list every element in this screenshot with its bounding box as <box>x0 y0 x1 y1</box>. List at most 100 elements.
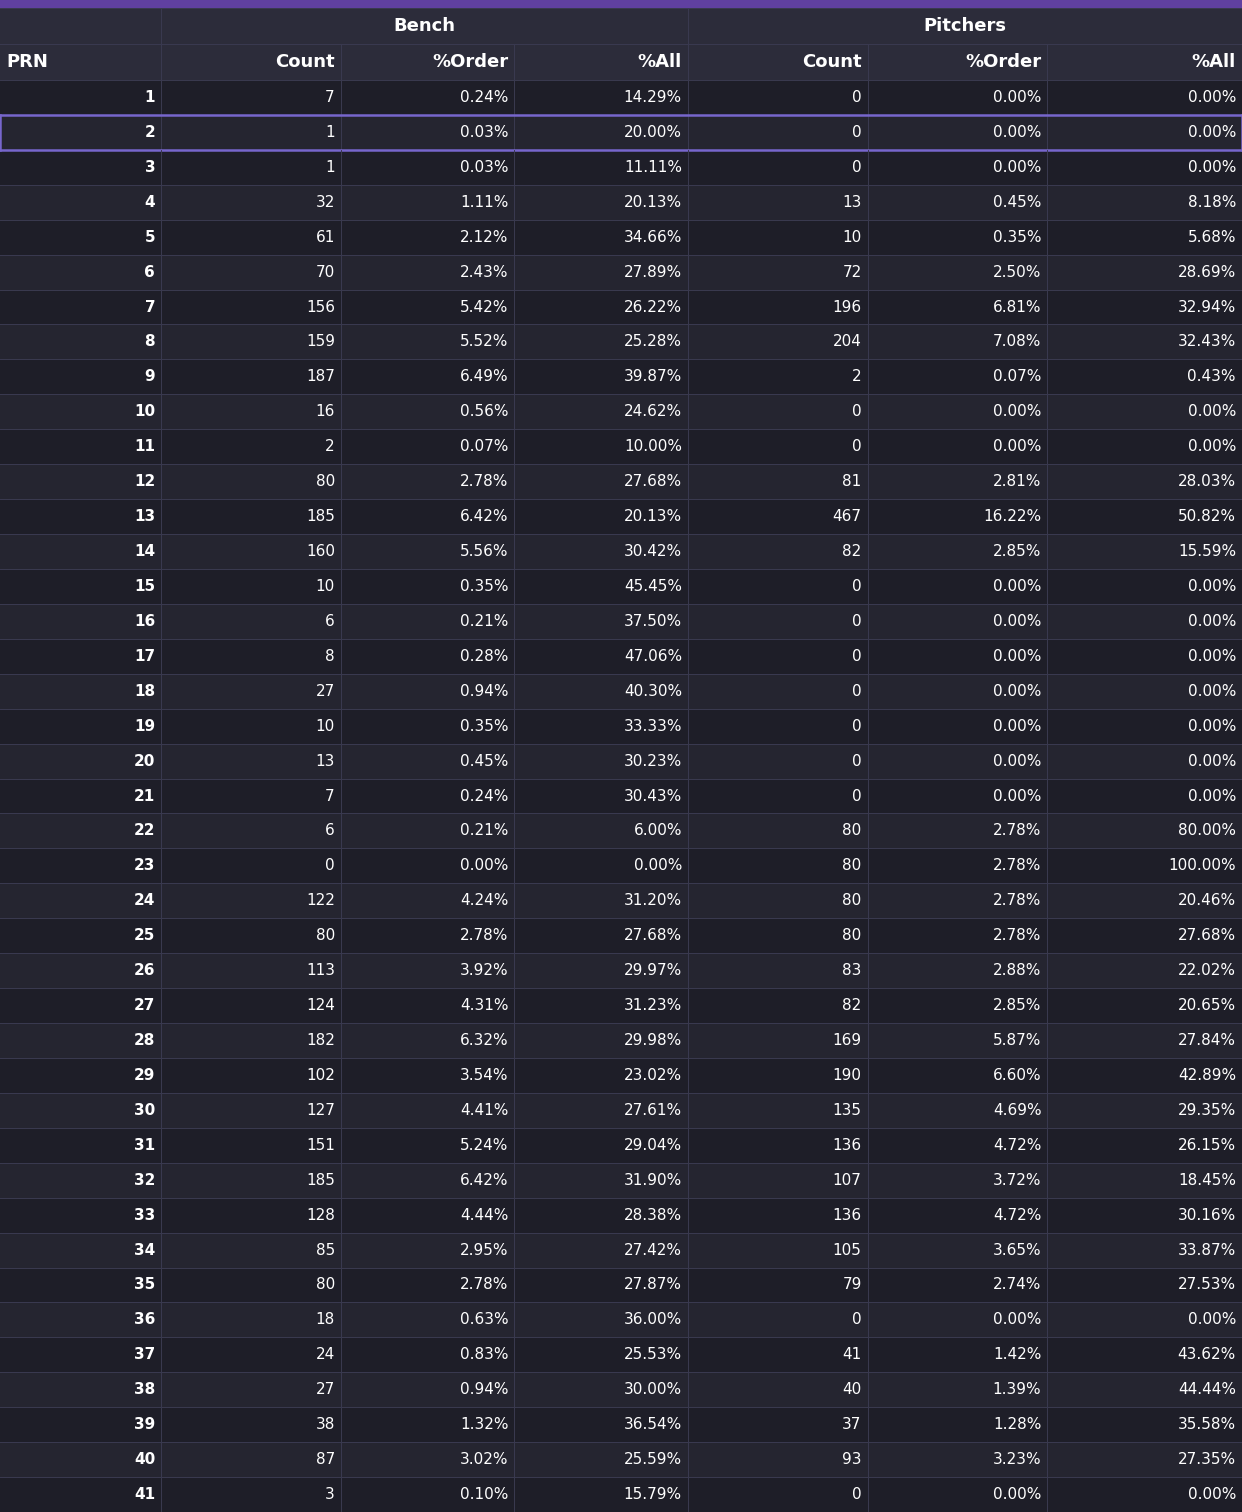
Text: 0: 0 <box>852 579 862 594</box>
Text: Bench: Bench <box>394 17 456 35</box>
Text: 4: 4 <box>144 195 155 210</box>
Text: 169: 169 <box>832 1033 862 1048</box>
Text: 0: 0 <box>852 718 862 733</box>
Text: 31: 31 <box>134 1137 155 1152</box>
Text: 25.28%: 25.28% <box>623 334 682 349</box>
Bar <box>0 813 1242 848</box>
Text: 1.28%: 1.28% <box>994 1417 1041 1432</box>
Text: 10: 10 <box>315 718 335 733</box>
Bar <box>0 779 1242 813</box>
Text: 42.89%: 42.89% <box>1177 1067 1236 1083</box>
Text: 18.45%: 18.45% <box>1177 1173 1236 1188</box>
Text: 5: 5 <box>144 230 155 245</box>
Text: 80: 80 <box>315 928 335 943</box>
Text: 136: 136 <box>832 1208 862 1223</box>
Text: 7: 7 <box>325 788 335 803</box>
Text: 0.94%: 0.94% <box>460 683 508 699</box>
Text: 5.52%: 5.52% <box>460 334 508 349</box>
Text: 29.98%: 29.98% <box>623 1033 682 1048</box>
Text: 80: 80 <box>842 894 862 909</box>
Bar <box>0 1477 1242 1512</box>
Bar <box>0 0 1242 8</box>
Text: 1.42%: 1.42% <box>994 1347 1041 1362</box>
Text: 10.00%: 10.00% <box>623 438 682 454</box>
Text: 0.00%: 0.00% <box>994 1312 1041 1328</box>
Text: 30.00%: 30.00% <box>623 1382 682 1397</box>
Text: 1: 1 <box>325 125 335 141</box>
Text: 2.78%: 2.78% <box>460 1278 508 1293</box>
Text: 11.11%: 11.11% <box>623 160 682 175</box>
Text: 0.00%: 0.00% <box>1187 1486 1236 1501</box>
Text: 3.23%: 3.23% <box>992 1452 1041 1467</box>
Text: 18: 18 <box>315 1312 335 1328</box>
Text: 7: 7 <box>325 89 335 104</box>
Text: 1.32%: 1.32% <box>460 1417 508 1432</box>
Text: 1.39%: 1.39% <box>992 1382 1041 1397</box>
Text: 26.15%: 26.15% <box>1177 1137 1236 1152</box>
Text: 6.81%: 6.81% <box>992 299 1041 314</box>
Text: 0: 0 <box>852 1312 862 1328</box>
Text: 135: 135 <box>832 1102 862 1117</box>
Text: 14: 14 <box>134 544 155 559</box>
Text: 15: 15 <box>134 579 155 594</box>
Bar <box>0 360 1242 395</box>
Text: 30.16%: 30.16% <box>1177 1208 1236 1223</box>
Bar <box>0 1198 1242 1232</box>
Text: 0: 0 <box>852 614 862 629</box>
Text: 27: 27 <box>315 1382 335 1397</box>
Text: 43.62%: 43.62% <box>1177 1347 1236 1362</box>
Text: 2.50%: 2.50% <box>994 265 1041 280</box>
Text: %All: %All <box>1192 53 1236 71</box>
Text: 82: 82 <box>842 998 862 1013</box>
Text: 27: 27 <box>134 998 155 1013</box>
Text: 16: 16 <box>315 404 335 419</box>
Text: 1.11%: 1.11% <box>460 195 508 210</box>
Text: Count: Count <box>802 53 862 71</box>
Text: 0.07%: 0.07% <box>460 438 508 454</box>
Text: 32.43%: 32.43% <box>1177 334 1236 349</box>
Bar <box>0 1024 1242 1058</box>
Text: 185: 185 <box>306 510 335 525</box>
Text: 27.53%: 27.53% <box>1177 1278 1236 1293</box>
Text: 27.68%: 27.68% <box>623 475 682 490</box>
Text: PRN: PRN <box>6 53 48 71</box>
Bar <box>0 1338 1242 1373</box>
Text: 4.72%: 4.72% <box>994 1137 1041 1152</box>
Text: 0.03%: 0.03% <box>460 160 508 175</box>
Bar <box>0 219 1242 254</box>
Text: 190: 190 <box>832 1067 862 1083</box>
Text: 0.00%: 0.00% <box>1187 579 1236 594</box>
Text: 2.85%: 2.85% <box>994 544 1041 559</box>
Text: 27.68%: 27.68% <box>623 928 682 943</box>
Text: 20.13%: 20.13% <box>623 195 682 210</box>
Text: 0.28%: 0.28% <box>460 649 508 664</box>
Text: 4.24%: 4.24% <box>460 894 508 909</box>
Text: 0.00%: 0.00% <box>994 438 1041 454</box>
Text: 0.35%: 0.35% <box>460 718 508 733</box>
Text: 80: 80 <box>842 859 862 874</box>
Text: 80: 80 <box>315 475 335 490</box>
Text: 0: 0 <box>852 788 862 803</box>
Text: 0: 0 <box>852 438 862 454</box>
Bar <box>0 534 1242 569</box>
Text: 0.00%: 0.00% <box>994 160 1041 175</box>
Text: 6.60%: 6.60% <box>992 1067 1041 1083</box>
Text: 35: 35 <box>134 1278 155 1293</box>
Text: 20.13%: 20.13% <box>623 510 682 525</box>
Text: 3.65%: 3.65% <box>992 1243 1041 1258</box>
Text: 1: 1 <box>144 89 155 104</box>
Text: 27.61%: 27.61% <box>623 1102 682 1117</box>
Text: 27.84%: 27.84% <box>1177 1033 1236 1048</box>
Text: 36.54%: 36.54% <box>623 1417 682 1432</box>
Text: 83: 83 <box>842 963 862 978</box>
Text: 25: 25 <box>134 928 155 943</box>
Text: 0.00%: 0.00% <box>994 579 1041 594</box>
Text: 2.74%: 2.74% <box>994 1278 1041 1293</box>
Text: 28: 28 <box>134 1033 155 1048</box>
Text: 3.92%: 3.92% <box>460 963 508 978</box>
Text: 30.43%: 30.43% <box>623 788 682 803</box>
Text: 5.56%: 5.56% <box>460 544 508 559</box>
Text: 187: 187 <box>306 369 335 384</box>
Text: 6.32%: 6.32% <box>460 1033 508 1048</box>
Text: 24: 24 <box>315 1347 335 1362</box>
